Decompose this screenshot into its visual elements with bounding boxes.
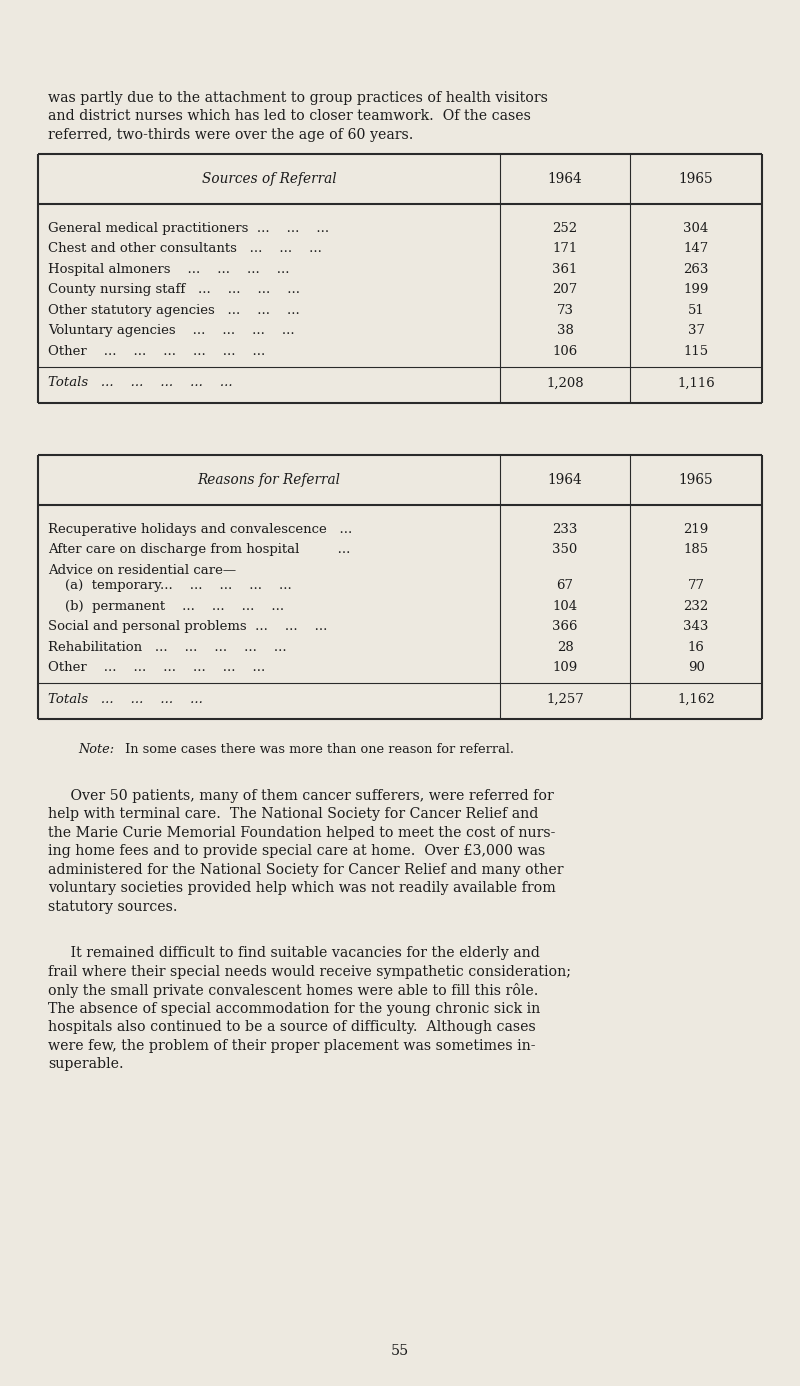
Text: 304: 304 — [683, 222, 709, 236]
Text: 1965: 1965 — [679, 473, 714, 486]
Text: 109: 109 — [553, 661, 578, 675]
Text: 90: 90 — [688, 661, 705, 675]
Text: 1964: 1964 — [548, 473, 582, 486]
Text: 171: 171 — [553, 243, 578, 255]
Text: After care on discharge from hospital         ...: After care on discharge from hospital ..… — [48, 543, 350, 556]
Text: ing home fees and to provide special care at home.  Over £3,000 was: ing home fees and to provide special car… — [48, 844, 546, 858]
Text: The absence of special accommodation for the young chronic sick in: The absence of special accommodation for… — [48, 1002, 540, 1016]
Text: 73: 73 — [557, 304, 574, 317]
Text: 37: 37 — [688, 324, 705, 338]
Text: and district nurses which has led to closer teamwork.  Of the cases: and district nurses which has led to clo… — [48, 109, 531, 123]
Text: Recuperative holidays and convalescence   ...: Recuperative holidays and convalescence … — [48, 523, 352, 535]
Text: Over 50 patients, many of them cancer sufferers, were referred for: Over 50 patients, many of them cancer su… — [48, 789, 554, 802]
Text: 219: 219 — [683, 523, 709, 535]
Text: Totals   ...    ...    ...    ...    ...: Totals ... ... ... ... ... — [48, 377, 233, 389]
Text: 263: 263 — [683, 263, 709, 276]
Text: 1,162: 1,162 — [678, 693, 715, 705]
Text: was partly due to the attachment to group practices of health visitors: was partly due to the attachment to grou… — [48, 91, 548, 105]
Text: voluntary societies provided help which was not readily available from: voluntary societies provided help which … — [48, 881, 556, 895]
Text: 28: 28 — [557, 640, 574, 654]
Text: 1,208: 1,208 — [546, 377, 584, 389]
Text: 361: 361 — [552, 263, 578, 276]
Text: were few, the problem of their proper placement was sometimes in-: were few, the problem of their proper pl… — [48, 1040, 535, 1053]
Text: 16: 16 — [688, 640, 705, 654]
Text: It remained difficult to find suitable vacancies for the elderly and: It remained difficult to find suitable v… — [48, 947, 540, 960]
Text: 51: 51 — [688, 304, 705, 317]
Text: Sources of Referral: Sources of Referral — [202, 172, 336, 186]
Text: Other    ...    ...    ...    ...    ...    ...: Other ... ... ... ... ... ... — [48, 345, 266, 358]
Text: Advice on residential care—: Advice on residential care— — [48, 564, 236, 577]
Text: 185: 185 — [683, 543, 709, 556]
Text: Totals   ...    ...    ...    ...: Totals ... ... ... ... — [48, 693, 203, 705]
Text: Social and personal problems  ...    ...    ...: Social and personal problems ... ... ... — [48, 621, 327, 633]
Text: 55: 55 — [391, 1344, 409, 1358]
Text: hospitals also continued to be a source of difficulty.  Although cases: hospitals also continued to be a source … — [48, 1020, 536, 1034]
Text: Other statutory agencies   ...    ...    ...: Other statutory agencies ... ... ... — [48, 304, 300, 317]
Text: Chest and other consultants   ...    ...    ...: Chest and other consultants ... ... ... — [48, 243, 322, 255]
Text: Reasons for Referral: Reasons for Referral — [198, 473, 341, 486]
Text: Voluntary agencies    ...    ...    ...    ...: Voluntary agencies ... ... ... ... — [48, 324, 294, 338]
Text: 232: 232 — [683, 600, 709, 613]
Text: 1964: 1964 — [548, 172, 582, 186]
Text: Rehabilitation   ...    ...    ...    ...    ...: Rehabilitation ... ... ... ... ... — [48, 640, 286, 654]
Text: General medical practitioners  ...    ...    ...: General medical practitioners ... ... ..… — [48, 222, 329, 236]
Text: superable.: superable. — [48, 1058, 124, 1071]
Text: 1965: 1965 — [679, 172, 714, 186]
Text: 38: 38 — [557, 324, 574, 338]
Text: 233: 233 — [552, 523, 578, 535]
Text: 106: 106 — [553, 345, 578, 358]
Text: only the small private convalescent homes were able to fill this rôle.: only the small private convalescent home… — [48, 984, 538, 998]
Text: 77: 77 — [688, 579, 705, 592]
Text: 252: 252 — [553, 222, 578, 236]
Text: 104: 104 — [553, 600, 578, 613]
Text: the Marie Curie Memorial Foundation helped to meet the cost of nurs-: the Marie Curie Memorial Foundation help… — [48, 826, 555, 840]
Text: 147: 147 — [683, 243, 709, 255]
Text: referred, two-thirds were over the age of 60 years.: referred, two-thirds were over the age o… — [48, 128, 414, 141]
Text: 366: 366 — [552, 621, 578, 633]
Text: 343: 343 — [683, 621, 709, 633]
Text: help with terminal care.  The National Society for Cancer Relief and: help with terminal care. The National So… — [48, 808, 538, 822]
Text: 115: 115 — [683, 345, 709, 358]
Text: administered for the National Society for Cancer Relief and many other: administered for the National Society fo… — [48, 863, 563, 877]
Text: In some cases there was more than one reason for referral.: In some cases there was more than one re… — [121, 743, 514, 755]
Text: 207: 207 — [553, 284, 578, 297]
Text: (a)  temporary...    ...    ...    ...    ...: (a) temporary... ... ... ... ... — [48, 579, 292, 592]
Text: 67: 67 — [557, 579, 574, 592]
Text: statutory sources.: statutory sources. — [48, 900, 178, 913]
Text: frail where their special needs would receive sympathetic consideration;: frail where their special needs would re… — [48, 965, 571, 979]
Text: (b)  permanent    ...    ...    ...    ...: (b) permanent ... ... ... ... — [48, 600, 284, 613]
Text: 199: 199 — [683, 284, 709, 297]
Text: Note:: Note: — [78, 743, 114, 755]
Text: County nursing staff   ...    ...    ...    ...: County nursing staff ... ... ... ... — [48, 284, 300, 297]
Text: 1,257: 1,257 — [546, 693, 584, 705]
Text: Hospital almoners    ...    ...    ...    ...: Hospital almoners ... ... ... ... — [48, 263, 290, 276]
Text: 1,116: 1,116 — [678, 377, 715, 389]
Text: Other    ...    ...    ...    ...    ...    ...: Other ... ... ... ... ... ... — [48, 661, 266, 675]
Text: 350: 350 — [553, 543, 578, 556]
